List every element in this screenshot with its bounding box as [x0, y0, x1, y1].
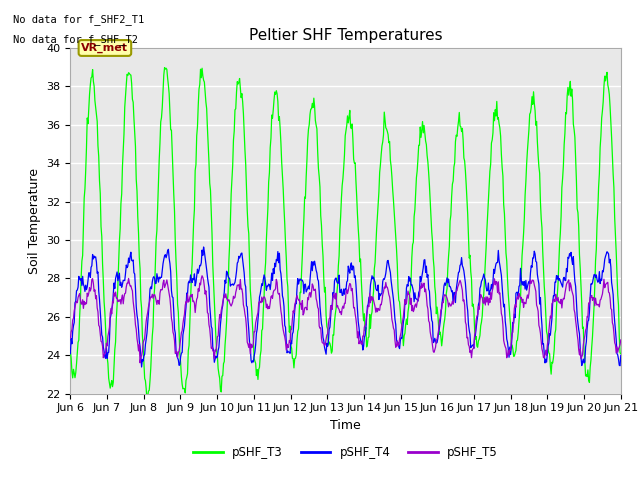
Text: VR_met: VR_met — [81, 43, 129, 53]
Text: No data for f_SHF_T2: No data for f_SHF_T2 — [13, 34, 138, 45]
Legend: pSHF_T3, pSHF_T4, pSHF_T5: pSHF_T3, pSHF_T4, pSHF_T5 — [189, 441, 502, 464]
Text: No data for f_SHF2_T1: No data for f_SHF2_T1 — [13, 14, 144, 25]
Title: Peltier SHF Temperatures: Peltier SHF Temperatures — [249, 28, 442, 43]
X-axis label: Time: Time — [330, 419, 361, 432]
Y-axis label: Soil Temperature: Soil Temperature — [28, 168, 41, 274]
